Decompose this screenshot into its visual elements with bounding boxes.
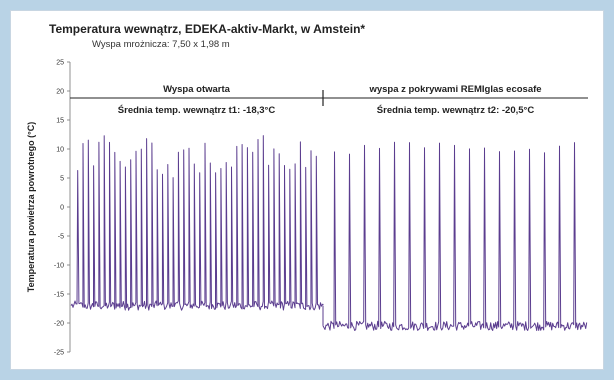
segment-label-covered: wyspa z pokrywami REMIglas ecosafe — [368, 84, 541, 95]
chart-subtitle: Wyspa mrożnicza: 7,50 x 1,98 m — [92, 39, 230, 50]
axis-layer: 25 20 15 10 5 0 -5 -10 -15 -20 -25 — [54, 60, 71, 357]
segment-mean-open: Średnia temp. wewnątrz t1: -18,3°C — [118, 104, 276, 116]
y-tick-label: -10 — [54, 263, 64, 270]
segment-layer — [70, 90, 588, 106]
y-tick-label: 20 — [56, 89, 64, 96]
y-tick-label: 0 — [60, 205, 64, 212]
y-tick-label: -20 — [54, 321, 64, 328]
chart-title: Temperatura wewnątrz, EDEKA-aktiv-Markt,… — [49, 22, 366, 36]
y-tick-label: -25 — [54, 350, 64, 357]
segment-mean-covered: Średnia temp. wewnątrz t2: -20,5°C — [377, 104, 535, 116]
y-axis-label: Temperatura powietrza powrotnego (°C) — [26, 122, 36, 292]
y-tick-label: -15 — [54, 292, 64, 299]
series-line-covered — [322, 141, 588, 331]
segment-label-open: Wyspa otwarta — [163, 84, 231, 95]
series-line-open — [70, 135, 324, 311]
y-tick-label: 25 — [56, 60, 64, 67]
y-tick-label: 10 — [56, 147, 64, 154]
y-tick-label: -5 — [58, 234, 64, 241]
y-tick-label: 5 — [60, 176, 64, 183]
y-tick-label: 15 — [56, 118, 64, 125]
